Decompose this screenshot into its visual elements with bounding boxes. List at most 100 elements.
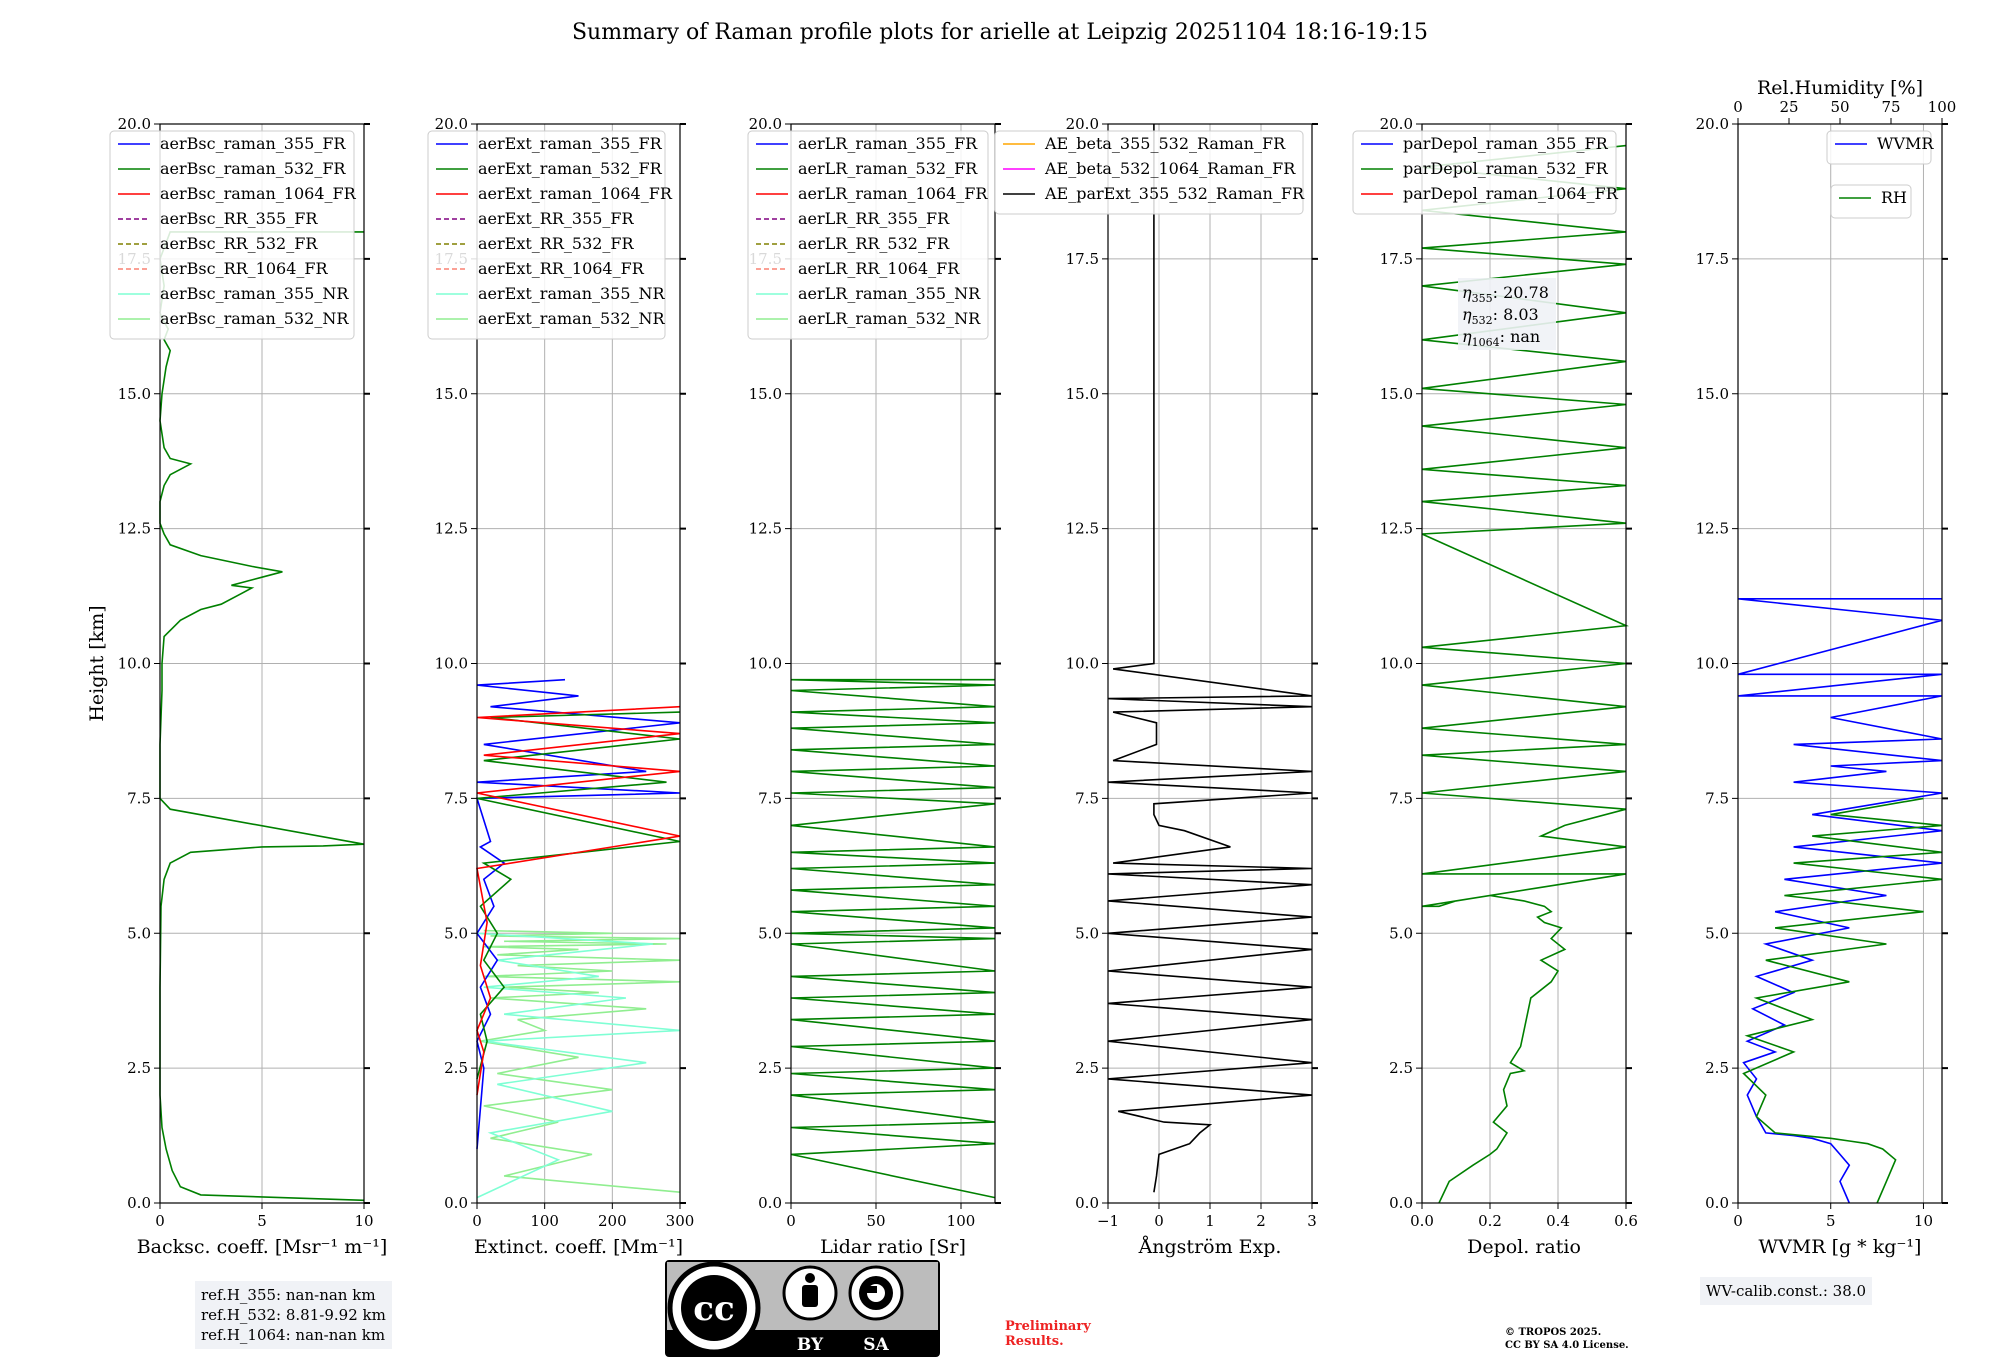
y-tick-label: 10.0: [1066, 655, 1099, 673]
x-axis-label: Extinct. coeff. [Mm⁻¹]: [474, 1236, 683, 1258]
series-aerBsc_raman_532_FR: [159, 231, 365, 1202]
x-tick-label: −1: [1097, 1212, 1119, 1230]
y-tick-label: 0.0: [1389, 1194, 1413, 1212]
legend-entry: parDepol_raman_355_FR: [1403, 134, 1609, 153]
legend-entry: aerExt_RR_1064_FR: [478, 259, 645, 278]
legend-lidar-ratio: aerLR_raman_355_FR aerLR_raman_532_FR aerL…: [747, 130, 989, 340]
x-tick-label: 0.6: [1614, 1212, 1638, 1230]
y-tick-label: 7.5: [1389, 789, 1413, 807]
x-axis-label: Ångström Exp.: [1138, 1236, 1282, 1258]
legend-entry: RH: [1881, 188, 1907, 207]
x-tick-label: 0.4: [1546, 1212, 1570, 1230]
legend-entry: aerLR_RR_1064_FR: [798, 259, 960, 278]
preliminary-line-2: Results.: [1005, 1334, 1064, 1349]
y-tick-label: 2.5: [758, 1059, 782, 1077]
y-tick-label: 10.0: [749, 655, 782, 673]
x-tick-label: 50: [866, 1212, 885, 1230]
legend-entry: AE_beta_355_532_Raman_FR: [1044, 134, 1286, 153]
eta-line: η355: 20.78: [1462, 283, 1549, 305]
y-tick-label: 5.0: [758, 924, 782, 942]
x-tick-label: 300: [666, 1212, 695, 1230]
y-tick-label: 15.0: [1380, 385, 1413, 403]
y-tick-label: 5.0: [1705, 924, 1729, 942]
legend-backscatter: aerBsc_raman_355_FR aerBsc_raman_532_FRae…: [109, 130, 357, 340]
y-tick-label: 0.0: [127, 1194, 151, 1212]
legend-entry: aerBsc_raman_355_NR: [160, 284, 349, 303]
legend-entry: aerBsc_raman_1064_FR: [160, 184, 357, 203]
top-x-tick-label: 100: [1928, 98, 1957, 116]
legend-entry: aerLR_RR_532_FR: [798, 234, 950, 253]
copyright-line-1: © TROPOS 2025.: [1505, 1327, 1602, 1338]
y-tick-label: 2.5: [127, 1059, 151, 1077]
legend-entry: aerBsc_raman_355_FR: [160, 134, 346, 153]
y-tick-label: 20.0: [118, 115, 151, 133]
copyright-note: © TROPOS 2025. CC BY SA 4.0 License.: [1505, 1326, 1705, 1352]
y-tick-label: 15.0: [749, 385, 782, 403]
legend-entry: AE_parExt_355_532_Raman_FR: [1044, 184, 1305, 203]
preliminary-note: Preliminary Results.: [1005, 1319, 1125, 1349]
legend-entry: aerExt_RR_532_FR: [478, 234, 635, 253]
legend-entry: aerLR_raman_532_NR: [798, 309, 981, 328]
y-tick-label: 5.0: [444, 924, 468, 942]
cc-text: cc: [693, 1289, 734, 1329]
ref-height-532: ref.H_532: 8.81-9.92 km: [201, 1306, 386, 1324]
legend-frame: [1352, 130, 1617, 215]
y-tick-label: 12.5: [1066, 520, 1099, 538]
legend-entry: aerExt_raman_355_FR: [478, 134, 663, 153]
y-tick-label: 12.5: [118, 520, 151, 538]
y-tick-label: 7.5: [1705, 789, 1729, 807]
series-AE_parExt_355_532_Raman_FR: [1107, 124, 1313, 1193]
y-tick-label: 10.0: [1696, 655, 1729, 673]
series-RH: [1742, 797, 1943, 1204]
y-tick-label: 5.0: [127, 924, 151, 942]
preliminary-line-1: Preliminary: [1005, 1319, 1091, 1334]
y-tick-label: 12.5: [435, 520, 468, 538]
plots-canvas: 0.02.55.07.510.012.515.017.520.00510Back…: [86, 77, 1957, 1258]
by-text: BY: [797, 1335, 824, 1355]
y-tick-label: 0.0: [758, 1194, 782, 1212]
y-tick-label: 7.5: [758, 789, 782, 807]
y-tick-label: 7.5: [1075, 789, 1099, 807]
top-x-tick-label: 50: [1830, 98, 1849, 116]
y-tick-label: 0.0: [1705, 1194, 1729, 1212]
y-tick-label: 12.5: [1696, 520, 1729, 538]
y-tick-label: 2.5: [444, 1059, 468, 1077]
legend-extinction: aerExt_raman_355_FR aerExt_raman_532_FRae…: [427, 130, 673, 340]
y-tick-label: 2.5: [1705, 1059, 1729, 1077]
series-aerExt_raman_532_FR: [476, 711, 681, 1080]
y-tick-label: 15.0: [118, 385, 151, 403]
x-tick-label: 0.0: [1410, 1212, 1434, 1230]
sa-text: SA: [863, 1335, 889, 1355]
legend-depolarization: parDepol_raman_355_FR parDepol_raman_532_…: [1352, 130, 1619, 215]
series-aerExt_raman_1064_FR: [476, 705, 681, 1096]
chart-extinction: 0.02.55.07.510.012.515.017.520.001002003…: [427, 115, 695, 1258]
y-tick-label: 7.5: [127, 789, 151, 807]
y-tick-label: 0.0: [444, 1194, 468, 1212]
y-tick-label: 12.5: [749, 520, 782, 538]
x-tick-label: 0.2: [1478, 1212, 1502, 1230]
x-tick-label: 0: [472, 1212, 482, 1230]
x-tick-label: 10: [1914, 1212, 1933, 1230]
x-axis-label: Depol. ratio: [1467, 1236, 1581, 1258]
chart-depolarization: 0.0 2.5 5.0 7.5 10.0 12.5 15.0 17.5 20.0 0.0 0.2 0.…: [1352, 115, 1638, 1258]
legend-entry: aerExt_raman_1064_FR: [478, 184, 673, 203]
legend-water-vapor: WVMR: [1826, 130, 1934, 165]
ref-height-355: ref.H_355: nan-nan km: [201, 1286, 376, 1304]
x-tick-label: 0: [786, 1212, 796, 1230]
y-tick-label: 17.5: [1696, 250, 1729, 268]
y-tick-label: 10.0: [435, 655, 468, 673]
chart-water-vapor: 0.02.55.07.510.012.515.017.520.00 5 10WVMR…: [1696, 77, 1957, 1258]
x-tick-label: 0: [1733, 1212, 1743, 1230]
y-tick-label: 12.5: [1380, 520, 1413, 538]
legend-frame: [1830, 184, 1912, 219]
legend-entry: AE_beta_532_1064_Raman_FR: [1044, 159, 1296, 178]
x-tick-label: 100: [947, 1212, 976, 1230]
legend-entry: parDepol_raman_1064_FR: [1403, 184, 1619, 203]
legend-entry: parDepol_raman_532_FR: [1403, 159, 1609, 178]
y-tick-label: 2.5: [1389, 1059, 1413, 1077]
legend-entry: aerBsc_RR_532_FR: [160, 234, 318, 253]
x-tick-label: 5: [257, 1212, 267, 1230]
legend-frame: [427, 130, 666, 340]
